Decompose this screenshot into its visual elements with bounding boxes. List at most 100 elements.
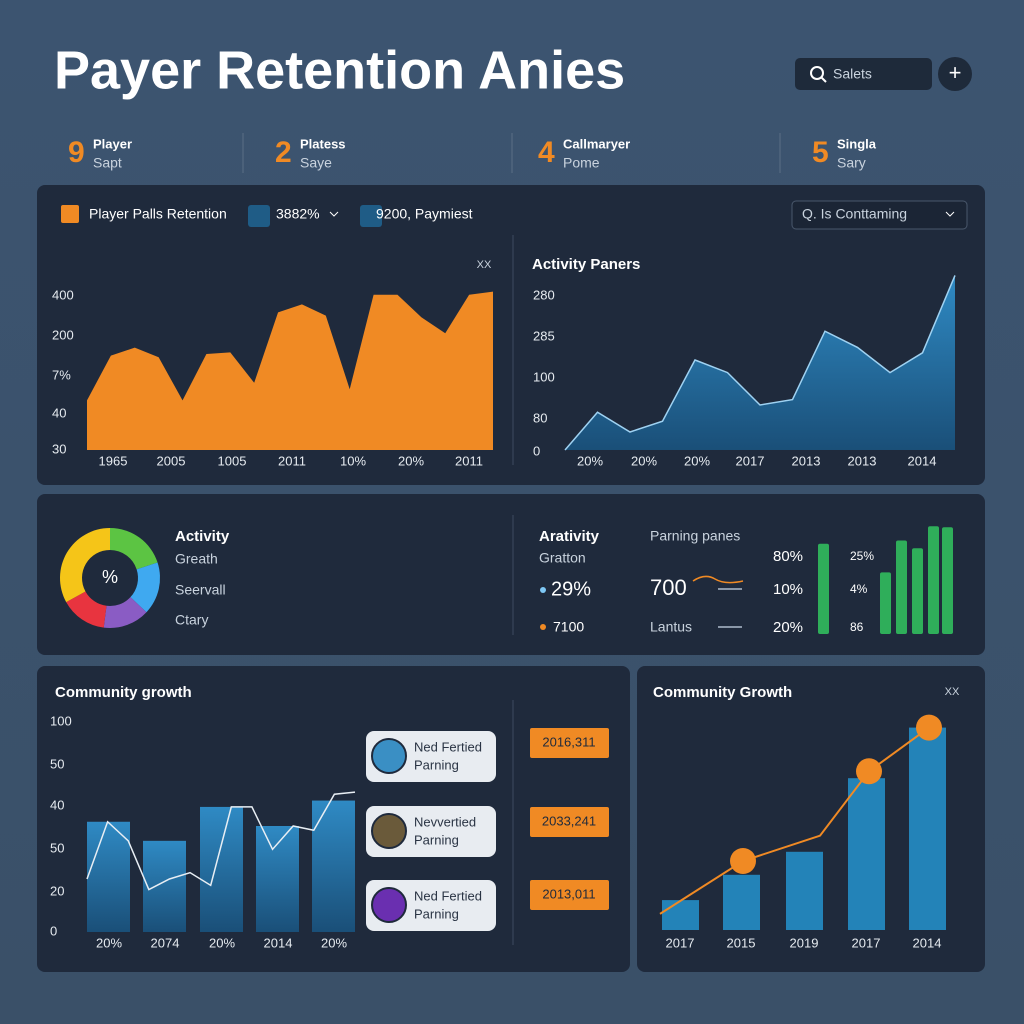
y-tick-label: 400 — [52, 287, 74, 302]
card-sub: Parning — [414, 757, 459, 772]
subtitle: Gratton — [539, 550, 586, 566]
item: Seervall — [175, 582, 226, 598]
x-tick-label: 20% — [96, 935, 122, 950]
legend-swatch — [360, 205, 382, 227]
tag — [530, 728, 609, 758]
bar — [87, 821, 130, 932]
card-name: Ned Fertied — [414, 739, 482, 754]
x-tick-label: 2074 — [151, 935, 180, 950]
stat: 29% — [551, 578, 591, 600]
sparkline — [692, 575, 744, 584]
title: Payer Retention Anies — [54, 40, 625, 100]
tag — [530, 807, 609, 837]
y-tick-label: 50 — [50, 756, 64, 771]
section-title: Activity — [175, 528, 230, 545]
card-name: Nevvertied — [414, 814, 476, 829]
x-tick-label: 2013 — [792, 453, 821, 468]
bar — [818, 543, 829, 634]
stat: 7100 — [553, 619, 584, 635]
tag — [530, 880, 609, 910]
donut-center: % — [102, 567, 118, 587]
stat-label: Player — [93, 136, 132, 151]
x-tick-label: 20% — [398, 453, 424, 468]
donut-segment — [110, 528, 158, 570]
x-tick-label: 2017 — [736, 453, 765, 468]
bar-label: 20% — [773, 619, 803, 636]
item: Greath — [175, 551, 218, 567]
trend-line — [659, 726, 930, 915]
bullet — [540, 587, 546, 593]
y-tick-label: 40 — [52, 405, 66, 420]
dropdown-label: Q. Is Conttaming — [802, 206, 907, 222]
bullet — [540, 624, 546, 630]
card-name: Ned Fertied — [414, 888, 482, 903]
x-tick-label: 20% — [209, 935, 235, 950]
x-tick-label: 10% — [340, 453, 366, 468]
search-icon — [820, 76, 827, 83]
legend-swatch — [248, 205, 270, 227]
stat-label: Platess — [300, 136, 346, 151]
avatar — [371, 738, 407, 774]
legend-swatch — [61, 205, 79, 223]
area — [565, 275, 955, 450]
corner-icon: XX — [477, 259, 492, 271]
donut-segment — [130, 562, 160, 613]
x-tick-label: 20% — [684, 453, 710, 468]
bar — [786, 851, 823, 930]
bar — [909, 727, 946, 930]
search-text: Salets — [833, 66, 872, 82]
y-tick-label: 7% — [52, 367, 71, 382]
y-tick-label: 50 — [50, 840, 64, 855]
bar-label: 4% — [850, 582, 868, 596]
trend-point — [730, 848, 756, 874]
subtitle: Lantus — [650, 619, 692, 635]
y-tick-label: 0 — [50, 923, 57, 938]
y-tick-label: 100 — [50, 713, 72, 728]
bar — [256, 826, 299, 932]
y-tick-label: 20 — [50, 883, 64, 898]
stat-label: Singla — [837, 136, 877, 151]
search-icon — [810, 66, 824, 80]
card-sub: Parning — [414, 832, 459, 847]
bar — [723, 874, 760, 930]
add-button[interactable] — [938, 57, 972, 91]
y-tick-label: 0 — [533, 443, 540, 458]
section-title: Arativity — [539, 528, 600, 545]
bar — [662, 900, 699, 930]
x-tick-label: 2014 — [908, 453, 937, 468]
bar-label: 10% — [773, 581, 803, 598]
stat-number: 4 — [538, 136, 555, 169]
chart-title: Community growth — [55, 684, 192, 701]
tag-label: 2013,011 — [542, 886, 595, 901]
x-tick-label: 2017 — [666, 935, 695, 950]
stat-sub: Pome — [563, 155, 600, 171]
bar-label: 25% — [850, 549, 874, 563]
x-tick-label: 2014 — [264, 935, 293, 950]
legend-label[interactable]: 3882% — [276, 206, 320, 222]
y-tick-label: 285 — [533, 328, 555, 343]
trend-point — [916, 714, 942, 741]
add-label: + — [949, 60, 962, 85]
bar — [848, 778, 885, 930]
item: Ctary — [175, 612, 208, 628]
dropdown[interactable] — [791, 200, 968, 230]
stat-number: 9 — [68, 136, 85, 169]
bar — [896, 540, 907, 634]
legend-label: 9200, Paymiest — [376, 206, 473, 222]
bar — [312, 800, 355, 932]
y-tick-label: 30 — [52, 441, 66, 456]
avatar — [371, 813, 407, 849]
x-tick-label: 2011 — [455, 453, 483, 468]
x-tick-label: 20% — [577, 453, 603, 468]
x-tick-label: 2019 — [790, 935, 819, 950]
search-box[interactable] — [795, 58, 932, 90]
bar — [912, 548, 923, 634]
bar — [942, 527, 953, 634]
bar-label: 80% — [773, 548, 803, 565]
donut-segment — [66, 591, 107, 628]
stat-sub: Sapt — [93, 155, 122, 171]
donut-segment — [103, 597, 147, 628]
x-tick-label: 2013 — [848, 453, 877, 468]
